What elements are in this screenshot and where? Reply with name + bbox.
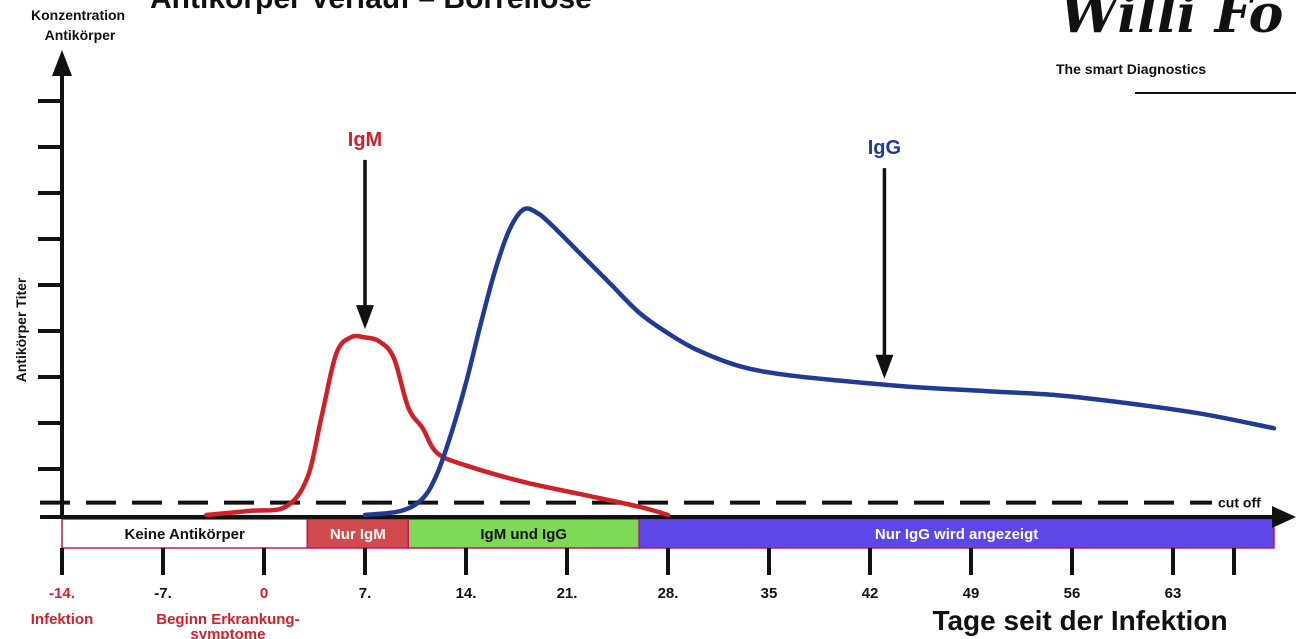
phase-label: Nur IgM [330, 526, 386, 543]
x-tick-label: 49 [963, 585, 980, 602]
below-axis-note: Infektion [31, 611, 94, 628]
x-axis-ticks: -14. -7. 0 7. 14. 21. 28. 35 42 49 56 63 [49, 548, 1236, 602]
y-axis-top-label-line2: Antikörper [45, 27, 116, 43]
x-axis-arrow [1272, 506, 1296, 528]
x-tick-label: -14. [49, 585, 75, 602]
x-tick-label: 14. [456, 585, 477, 602]
y-axis-arrow [52, 50, 72, 76]
y-axis-top-label-line1: Konzentration [31, 7, 125, 23]
y-axis-side-label: Antikörper Titer [13, 277, 29, 382]
x-tick-label: 28. [658, 585, 679, 602]
phase-label: Keine Antikörper [124, 526, 244, 543]
below-axis-notes: Infektion Beginn Erkrankung-symptome [31, 611, 300, 639]
annotation-arrow-head [356, 305, 374, 330]
phase-label: Nur IgG wird angezeigt [875, 526, 1038, 543]
below-axis-note: symptome [190, 626, 265, 639]
x-tick-label: 0 [260, 585, 268, 602]
annotation-label-igm: IgM [348, 129, 382, 151]
annotation-arrow-head [875, 354, 894, 379]
phase-segment [61, 518, 309, 549]
phase-band: Keine Antikörper Nur IgM IgM und IgG Nur Ig… [61, 518, 1275, 549]
annotations-group: IgM IgG [348, 129, 901, 379]
x-tick-label: 7. [359, 585, 372, 602]
x-tick-label: -7. [154, 585, 172, 602]
annotation-label-igg: IgG [868, 137, 901, 159]
phase-segment [638, 518, 1275, 549]
cutoff-label: cut off [1218, 495, 1261, 511]
x-tick-label: 21. [557, 585, 578, 602]
series-line-igg [362, 206, 1277, 518]
x-tick-label: 42 [862, 585, 879, 602]
below-axis-note: Beginn Erkrankung- [156, 611, 299, 628]
phase-segment [306, 518, 410, 549]
phase-label: IgM und IgG [480, 526, 567, 543]
series-line-igm [204, 333, 671, 518]
x-tick-label: 35 [761, 585, 778, 602]
x-tick-label: 56 [1064, 585, 1081, 602]
y-axis-top-label: Konzentration Antikörper [31, 7, 129, 43]
brand-logo: Willi Fo [1060, 0, 1283, 45]
series-group [204, 206, 1277, 518]
page-title: Antikörper Verlauf – Borreliose [150, 0, 592, 15]
x-axis-label: Tage seit der Infektion [932, 605, 1227, 636]
brand-tagline: The smart Diagnostics [1056, 61, 1206, 77]
y-axis-ticks [38, 99, 62, 471]
x-tick-label: 63 [1165, 585, 1182, 602]
